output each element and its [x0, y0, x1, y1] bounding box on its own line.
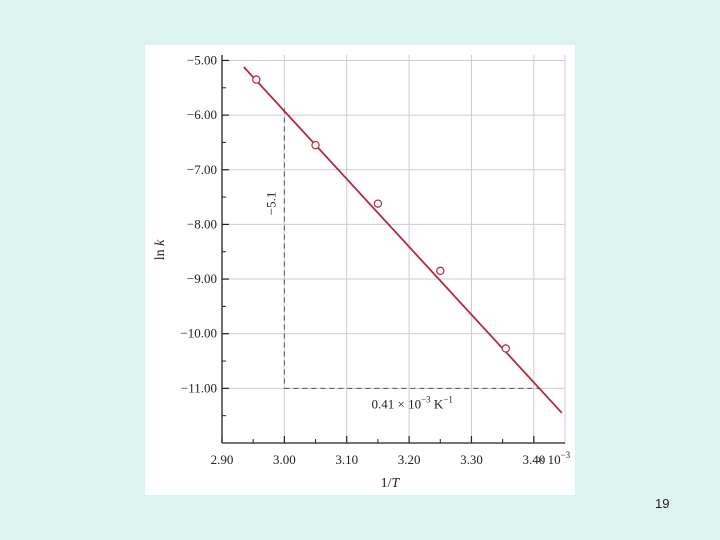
tick-marks: [221, 59, 535, 443]
x-tick-label: 3.20: [398, 452, 421, 467]
x-tick-labels: 2.90 3.00 3.10 3.20 3.30 3.40: [211, 452, 546, 467]
data-point: [373, 199, 383, 208]
y-tick-label: −11.00: [181, 380, 217, 395]
data-point: [436, 266, 445, 276]
chart-figure: 2.90 3.00 3.10 3.20 3.30 3.40 −5.00 −6.00 −7.00…: [145, 45, 575, 495]
y-tick-label: −6.00: [187, 107, 217, 122]
y-tick-label: −8.00: [187, 216, 217, 231]
data-point: [252, 75, 261, 84]
x-tick-label: 3.30: [460, 452, 483, 467]
rise-annotation: −5.1: [263, 192, 278, 216]
x-tick-label: 3.10: [335, 452, 358, 467]
page-number: 19: [655, 496, 670, 511]
fit-line-group: [243, 66, 563, 414]
grid-lines: [221, 55, 566, 443]
chart-svg: 2.90 3.00 3.10 3.20 3.30 3.40 −5.00 −6.00 −7.00…: [153, 52, 571, 491]
y-tick-label: −10.00: [180, 326, 217, 341]
x-tick-label: 3.00: [273, 452, 296, 467]
y-tick-labels: −5.00 −6.00 −7.00 −8.00 −9.00 −10.00 −11.00: [180, 52, 217, 395]
data-points: [252, 75, 510, 353]
x-axis-label: 1/T: [381, 476, 401, 491]
x-axis-multiplier: × 10−3: [537, 450, 571, 467]
fit-line: [243, 66, 563, 414]
x-tick-label: 3.40: [522, 452, 545, 467]
run-annotation: 0.41 × 10−3 K−1: [372, 394, 453, 411]
data-point: [311, 140, 320, 150]
axes: [221, 55, 565, 444]
x-tick-label: 2.90: [211, 452, 234, 467]
y-axis-label: ln k: [153, 239, 168, 260]
y-tick-label: −7.00: [187, 162, 217, 177]
y-tick-label: −9.00: [187, 271, 217, 286]
slope-triangle: [283, 108, 541, 389]
data-point: [501, 344, 510, 353]
y-tick-label: −5.00: [187, 52, 217, 67]
